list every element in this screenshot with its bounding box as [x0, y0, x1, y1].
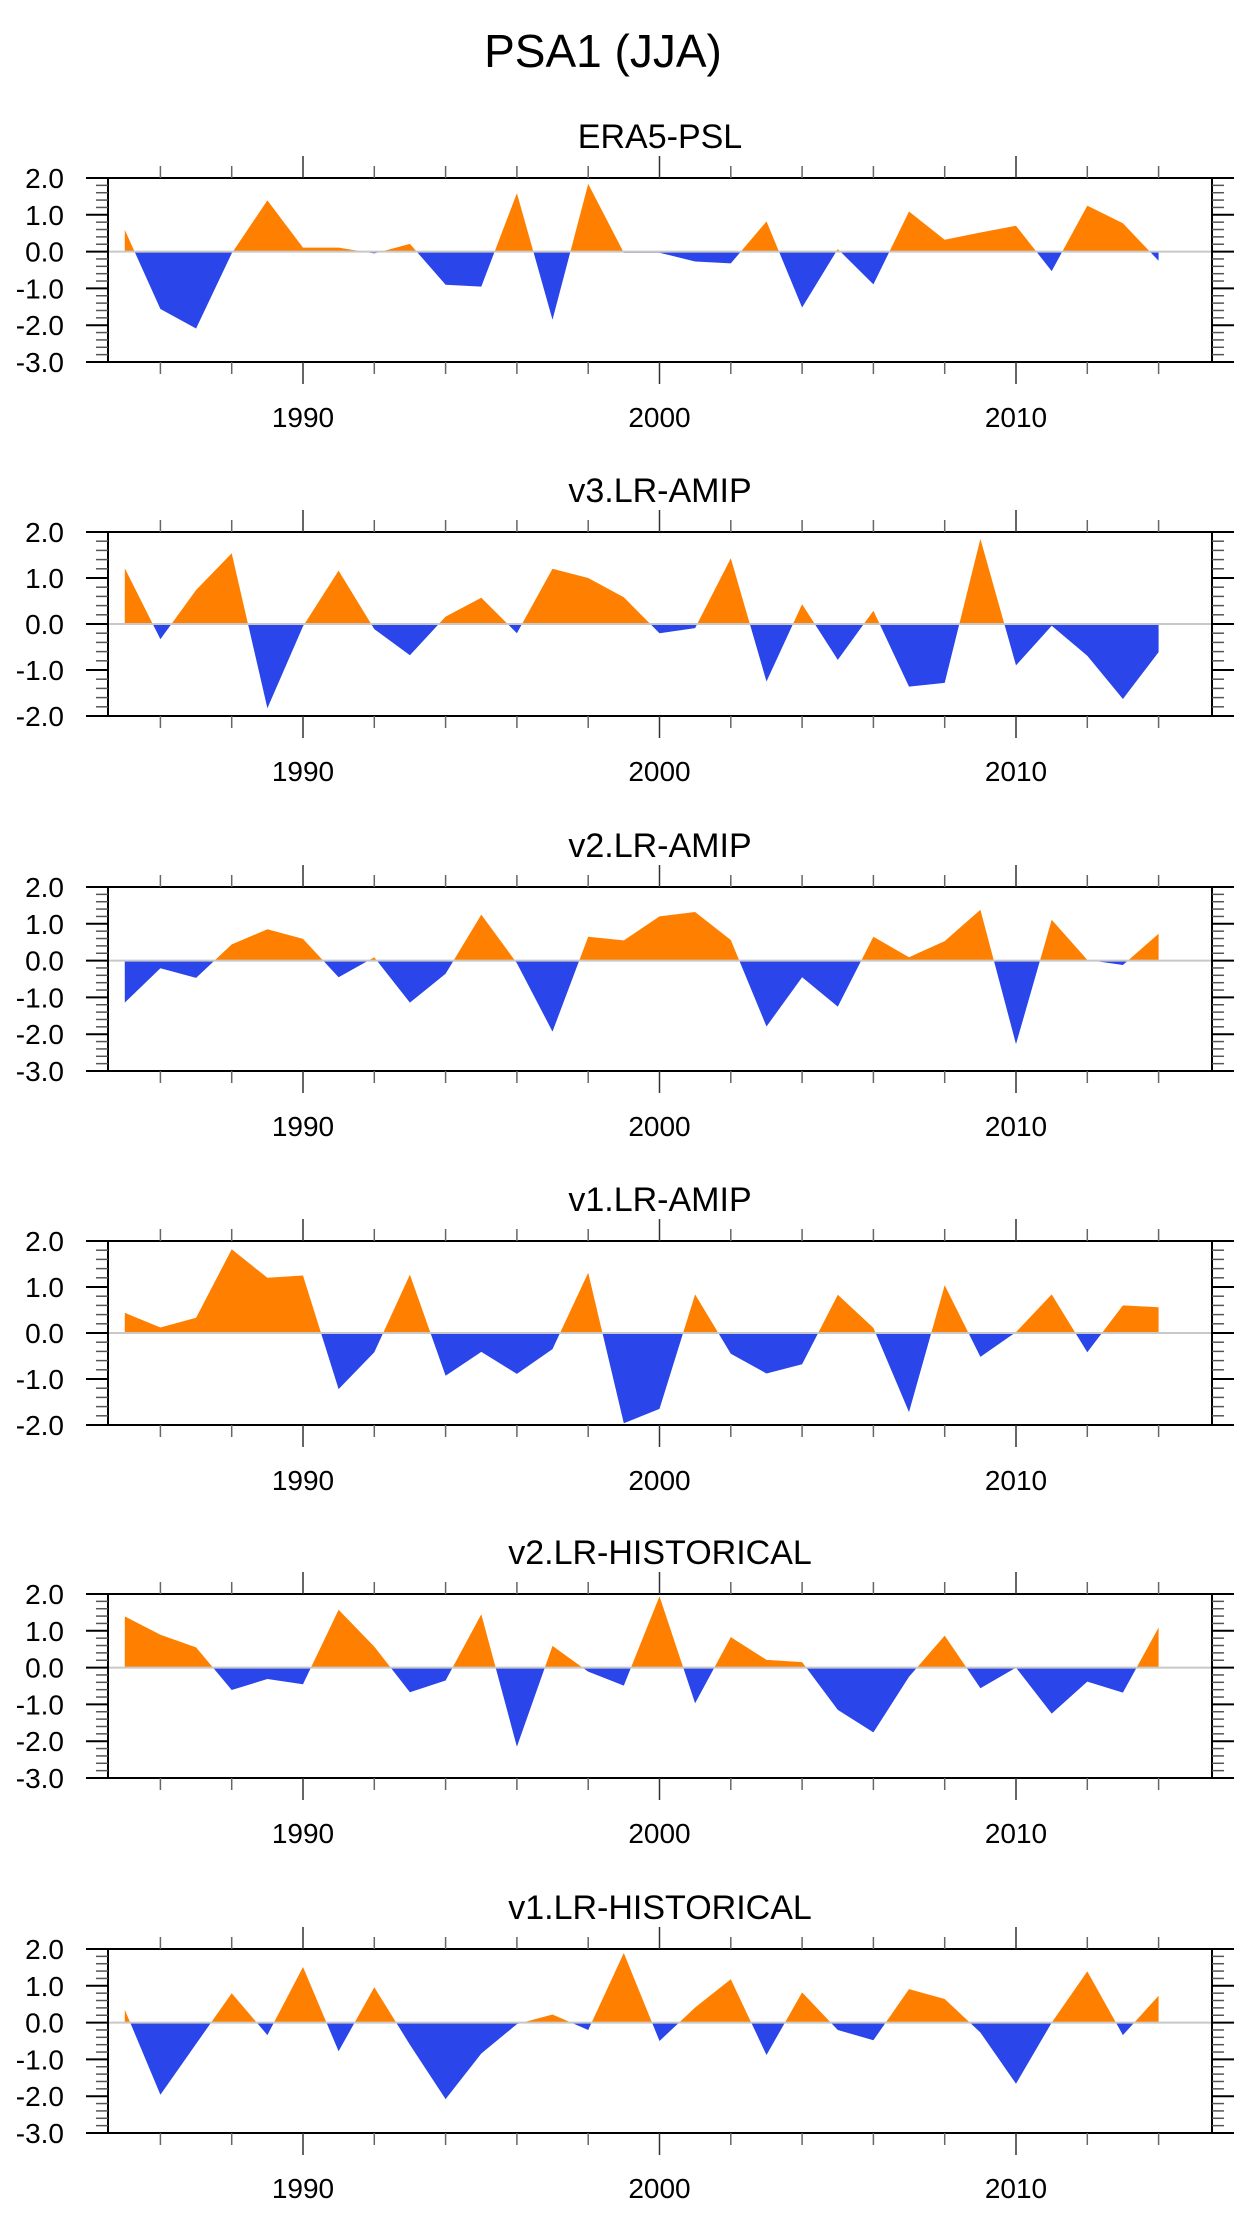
panel-era5-psl: ERA5-PSL 2.0 1.0 0.0 -1.0 -2.0 -3.0 1990 2000 201… — [16, 118, 1234, 433]
y-tick-label: -3.0 — [16, 1763, 64, 1794]
negative-area — [134, 251, 1159, 329]
y-tick-label: 2.0 — [25, 1579, 64, 1610]
x-tick-label: 2010 — [985, 756, 1047, 787]
x-tick-label: 2000 — [628, 1818, 690, 1849]
panel-title: v1.LR-HISTORICAL — [508, 1889, 812, 1927]
main-title: PSA1 (JJA) — [484, 25, 722, 77]
y-tick-label: -3.0 — [16, 347, 64, 378]
y-tick-label: 0.0 — [25, 2008, 64, 2039]
x-tick-label: 2000 — [628, 402, 690, 433]
y-tick-label: 2.0 — [25, 872, 64, 903]
x-tick-label: 2010 — [985, 1818, 1047, 1849]
y-tick-label: -3.0 — [16, 1056, 64, 1087]
negative-area — [124, 1667, 1159, 1747]
x-tick-label: 2010 — [985, 402, 1047, 433]
y-tick-label: -1.0 — [16, 273, 64, 304]
x-tick-label: 1990 — [272, 2173, 334, 2204]
y-tick-label: 1.0 — [25, 200, 64, 231]
y-tick-label: 1.0 — [25, 1616, 64, 1647]
y-tick-label: 0.0 — [25, 609, 64, 640]
panel-title: v2.LR-HISTORICAL — [508, 1534, 812, 1572]
x-tick-label: 2000 — [628, 2173, 690, 2204]
y-tick-label: -1.0 — [16, 1364, 64, 1395]
positive-area — [124, 1249, 1159, 1333]
y-tick-label: -2.0 — [16, 310, 64, 341]
negative-area — [124, 1333, 1159, 1424]
x-tick-label: 1990 — [272, 402, 334, 433]
panel-title: ERA5-PSL — [578, 118, 742, 156]
y-tick-label: -2.0 — [16, 1726, 64, 1757]
panel-title: v1.LR-AMIP — [568, 1181, 751, 1219]
y-tick-label: 0.0 — [25, 1318, 64, 1349]
y-tick-label: -1.0 — [16, 655, 64, 686]
negative-area — [124, 624, 1159, 709]
panel-title: v3.LR-AMIP — [568, 472, 751, 510]
x-tick-label: 2000 — [628, 756, 690, 787]
y-tick-label: 2.0 — [25, 1934, 64, 1965]
y-tick-label: 2.0 — [25, 517, 64, 548]
y-tick-label: -1.0 — [16, 982, 64, 1013]
y-tick-label: 1.0 — [25, 1272, 64, 1303]
y-tick-label: 2.0 — [25, 163, 64, 194]
x-tick-label: 2010 — [985, 1111, 1047, 1142]
x-tick-label: 2010 — [985, 2173, 1047, 2204]
x-tick-label: 2010 — [985, 1465, 1047, 1496]
y-tick-label: -1.0 — [16, 2044, 64, 2075]
y-tick-label: 0.0 — [25, 946, 64, 977]
panel-v1-lr-historical: v1.LR-HISTORICAL 2.0 1.0 0.0 -1.0 -2.0 -3.0 199… — [16, 1889, 1234, 2204]
panel-title: v2.LR-AMIP — [568, 827, 751, 865]
y-tick-label: 0.0 — [25, 237, 64, 268]
y-tick-label: -2.0 — [16, 1410, 64, 1441]
x-tick-label: 2000 — [628, 1111, 690, 1142]
y-tick-label: 1.0 — [25, 909, 64, 940]
panels: ERA5-PSL 2.0 1.0 0.0 -1.0 -2.0 -3.0 1990 2000 201… — [16, 118, 1234, 2204]
panel-v2-lr-historical: v2.LR-HISTORICAL 2.0 1.0 0.0 -1.0 -2.0 -3.0 199… — [16, 1534, 1234, 1849]
y-tick-label: -2.0 — [16, 1019, 64, 1050]
y-tick-label: 2.0 — [25, 1226, 64, 1257]
y-tick-label: -2.0 — [16, 701, 64, 732]
panel-v2-lr-amip: v2.LR-AMIP 2.0 1.0 0.0 -1.0 -2.0 -3.0 1990 2000 2… — [16, 827, 1234, 1142]
x-tick-label: 2000 — [628, 1465, 690, 1496]
positive-area — [124, 1596, 1159, 1668]
y-tick-label: 0.0 — [25, 1653, 64, 1684]
y-tick-label: 1.0 — [25, 1971, 64, 2002]
y-tick-label: -1.0 — [16, 1689, 64, 1720]
x-tick-label: 1990 — [272, 1111, 334, 1142]
positive-area — [124, 538, 1159, 624]
y-tick-label: -3.0 — [16, 2118, 64, 2149]
x-tick-label: 1990 — [272, 756, 334, 787]
y-tick-label: 1.0 — [25, 563, 64, 594]
panel-v1-lr-amip: v1.LR-AMIP 2.0 1.0 0.0 -1.0 -2.0 1990 2000 2010 — [16, 1181, 1234, 1496]
panel-v3-lr-amip: v3.LR-AMIP 2.0 1.0 0.0 -1.0 -2.0 1990 2000 2010 — [16, 472, 1234, 787]
positive-area — [124, 1953, 1159, 2023]
x-tick-label: 1990 — [272, 1465, 334, 1496]
positive-area — [214, 909, 1159, 961]
x-tick-label: 1990 — [272, 1818, 334, 1849]
y-tick-label: -2.0 — [16, 2081, 64, 2112]
